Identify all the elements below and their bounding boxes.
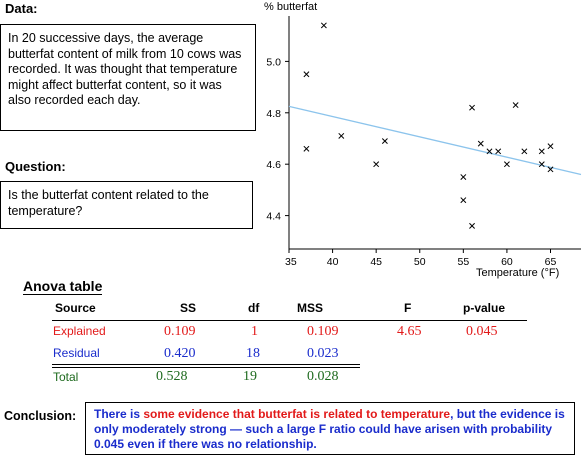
regression-line — [288, 105, 582, 176]
conclusion-box: There is some evidence that butterfat is… — [85, 402, 575, 455]
total-rule-1 — [52, 364, 360, 365]
x-tick-label: 60 — [501, 256, 513, 268]
y-tick-label: 4.4 — [266, 211, 281, 223]
y-tick-label: 5.0 — [266, 56, 281, 68]
row-explained-label: Explained — [53, 324, 106, 338]
x-axis-label: Temperature (°F) — [476, 267, 559, 279]
total-mss: 0.028 — [307, 369, 339, 384]
total-rule-2 — [52, 367, 360, 368]
header-f: F — [404, 301, 412, 315]
conclusion-text-end: , but the evidence is only moderately st… — [94, 407, 565, 451]
data-point — [303, 145, 310, 152]
header-mss: MSS — [297, 301, 324, 315]
explained-df: 1 — [251, 324, 258, 339]
x-tick-label: 65 — [545, 256, 557, 268]
y-axis-label: % butterfat — [264, 1, 317, 13]
data-point — [303, 71, 310, 78]
data-point — [547, 166, 554, 173]
explained-p-value: 0.045 — [466, 324, 498, 339]
y-tick-label: 4.8 — [266, 108, 281, 120]
data-point — [469, 104, 475, 111]
x-tick-label: 45 — [370, 256, 382, 268]
x-tick-label: 35 — [285, 256, 297, 268]
y-tick-label: 4.6 — [266, 159, 281, 171]
data-point — [538, 148, 545, 155]
data-description-box: In 20 successive days, the average butte… — [0, 24, 256, 131]
data-point — [338, 132, 345, 139]
residual-mss: 0.023 — [307, 346, 339, 361]
row-total-label: Total — [53, 370, 79, 384]
data-description-text: In 20 successive days, the average butte… — [8, 31, 242, 107]
data-point — [469, 222, 475, 229]
data-point — [460, 174, 467, 180]
data-point — [477, 140, 484, 147]
explained-f: 4.65 — [397, 324, 422, 339]
data-point — [547, 143, 554, 150]
data-point — [495, 148, 502, 155]
data-point — [512, 102, 519, 109]
explained-ss: 0.109 — [164, 324, 196, 339]
data-point — [521, 148, 528, 155]
data-point — [486, 148, 493, 155]
anova-title: Anova table — [23, 278, 103, 295]
residual-ss: 0.420 — [164, 346, 196, 361]
total-ss: 0.528 — [156, 369, 188, 384]
data-heading: Data: — [5, 1, 38, 16]
question-text: Is the butterfat content related to the … — [8, 188, 209, 218]
data-point — [320, 22, 327, 29]
table-header-rule — [52, 320, 527, 321]
scatter-chart: % butterfat Temperature (°F) 35 40 45 50 55 6… — [264, 1, 582, 279]
row-residual-label: Residual — [53, 346, 100, 360]
data-point — [460, 197, 467, 204]
conclusion-text-start: There is — [94, 407, 144, 421]
header-ss: SS — [180, 301, 197, 315]
conclusion-highlight: some evidence that butterfat is related … — [143, 407, 451, 421]
header-source: Source — [55, 301, 96, 315]
conclusion-heading: Conclusion: — [4, 409, 77, 423]
data-point — [503, 161, 510, 168]
data-point — [381, 138, 388, 145]
x-tick-label: 50 — [414, 256, 426, 268]
data-point — [373, 161, 380, 168]
header-p-value: p-value — [463, 301, 506, 315]
total-df: 19 — [243, 369, 257, 384]
question-box: Is the butterfat content related to the … — [0, 181, 253, 229]
residual-df: 18 — [246, 346, 260, 361]
x-tick-label: 40 — [327, 256, 339, 268]
x-tick-label: 55 — [457, 256, 469, 268]
explained-mss: 0.109 — [307, 324, 339, 339]
question-heading: Question: — [5, 159, 66, 174]
data-point — [538, 161, 545, 168]
header-df: df — [248, 301, 260, 315]
